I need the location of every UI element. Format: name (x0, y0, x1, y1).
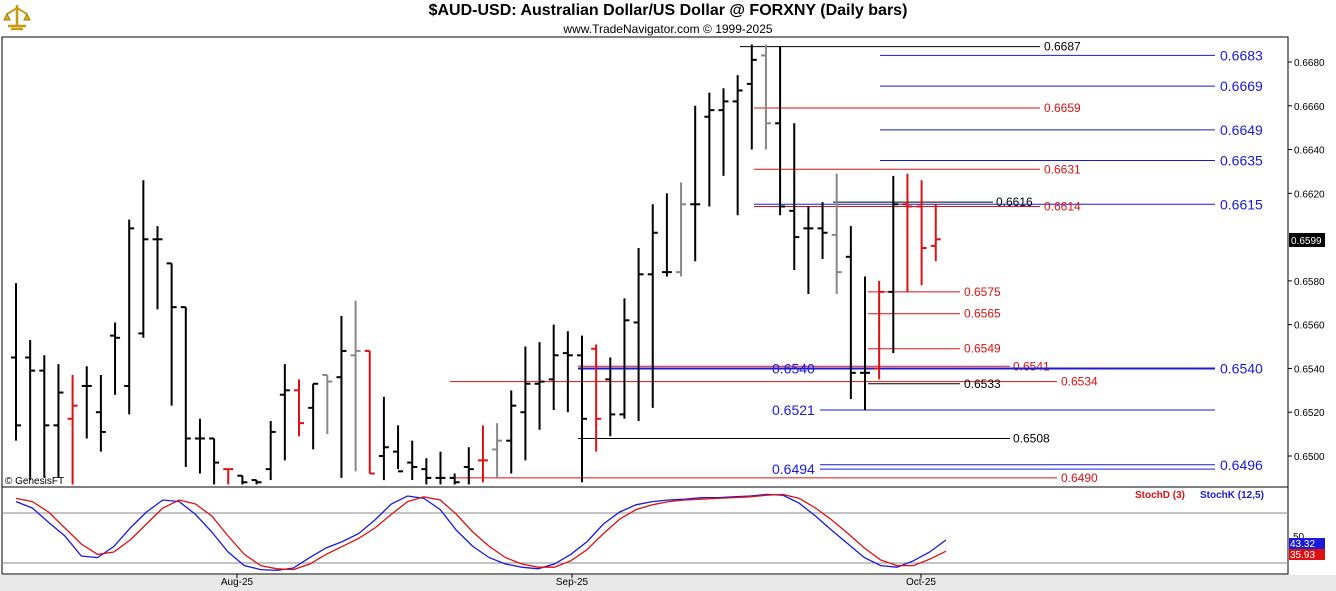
level-label: 0.6616 (996, 195, 1033, 209)
chart-title: $AUD-USD: Australian Dollar/US Dollar @ … (428, 2, 908, 19)
level-label: 0.6540 (772, 360, 815, 376)
chart-subtitle: www.TradeNavigator.com © 1999-2025 (563, 22, 773, 36)
watermark: © GenesisFT (5, 476, 64, 487)
date-tick-label: Oct-25 (906, 577, 936, 588)
price-tick-label: 0.6620 (1294, 189, 1325, 200)
stochd-last-value: 35.93 (1290, 550, 1315, 561)
level-label: 0.6540 (1220, 360, 1263, 376)
level-label: 0.6534 (1061, 375, 1098, 389)
level-label: 0.6533 (964, 377, 1001, 391)
stoch-axis-tick: 50 (1293, 532, 1305, 543)
price-tick-label: 0.6560 (1294, 321, 1325, 332)
level-label: 0.6496 (1220, 457, 1263, 473)
level-label: 0.6669 (1220, 78, 1263, 94)
price-tick-label: 0.6580 (1294, 277, 1325, 288)
logo-icon (3, 5, 31, 31)
level-label: 0.6659 (1044, 101, 1081, 115)
legend-stochd: StochD (3) (1135, 490, 1185, 501)
stochk-last-value: 43.32 (1290, 539, 1315, 550)
level-label: 0.6614 (1044, 199, 1081, 213)
level-label: 0.6649 (1220, 122, 1263, 138)
level-label: 0.6549 (964, 342, 1001, 356)
level-label: 0.6521 (772, 402, 815, 418)
price-tick-label: 0.6540 (1294, 364, 1325, 375)
price-tick-label: 0.6500 (1294, 452, 1325, 463)
price-tick-label: 0.6640 (1294, 146, 1325, 157)
stochd-line (15, 493, 947, 571)
date-tick-label: Aug-25 (221, 577, 254, 588)
last-price-label: 0.6599 (1291, 236, 1322, 247)
level-label: 0.6687 (1044, 40, 1081, 54)
price-tick-label: 0.6680 (1294, 58, 1325, 69)
last-price-box (1289, 233, 1325, 247)
stochk-last-box (1289, 538, 1325, 549)
level-label: 0.6683 (1220, 47, 1263, 63)
date-axis: Aug-25 Sep-25 Oct-25 (221, 574, 936, 588)
level-label: 0.6494 (772, 461, 815, 477)
level-label: 0.6508 (1013, 431, 1050, 445)
price-panel-frame (1, 36, 1289, 488)
date-tick-label: Sep-25 (556, 577, 589, 588)
legend-stochk: StochK (12,5) (1200, 490, 1264, 501)
stochd-last-box (1289, 549, 1325, 560)
price-axis-bg (1289, 37, 1335, 574)
stoch-panel-frame (1, 486, 1289, 575)
level-lines: 0.6687 0.6683 0.6669 0.6659 0.6649 0.6635 0.66… (450, 40, 1263, 485)
level-label: 0.6490 (1061, 471, 1098, 485)
level-label: 0.6635 (1220, 153, 1263, 169)
stochk-line (15, 493, 947, 572)
level-label: 0.6575 (964, 285, 1001, 299)
stochastic-lines (15, 493, 947, 572)
level-label: 0.6615 (1220, 196, 1263, 212)
level-label: 0.6541 (1013, 359, 1050, 373)
price-bars (11, 44, 941, 485)
date-axis-bg (0, 575, 1336, 591)
price-tick-label: 0.6660 (1294, 102, 1325, 113)
level-label: 0.6631 (1044, 162, 1081, 176)
price-axis: 0.6680 0.6660 0.6640 0.6620 0.6580 0.6560 0.65… (1288, 58, 1325, 463)
price-tick-label: 0.6520 (1294, 408, 1325, 419)
level-label: 0.6565 (964, 307, 1001, 321)
